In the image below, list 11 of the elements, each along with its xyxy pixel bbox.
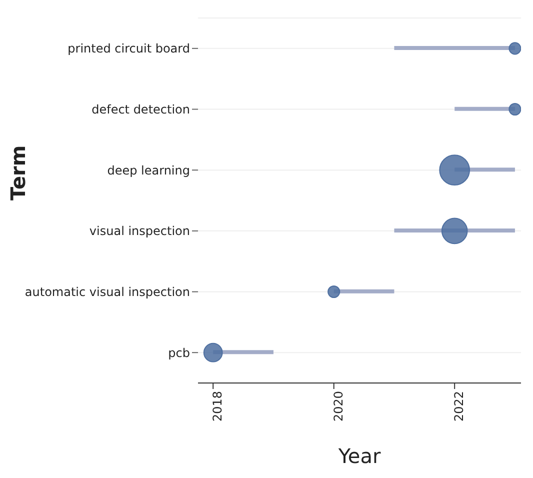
x-axis-title: Year [337,444,382,468]
y-tick-label: pcb [168,346,190,360]
x-tick-label: 2022 [452,391,466,422]
y-axis-title: Term [6,145,30,200]
y-tick-label: printed circuit board [68,42,190,56]
y-tick-label: defect detection [92,102,190,117]
y-tick-label: deep learning [107,163,190,178]
x-tick-label: 2018 [210,391,225,422]
y-tick-label: visual inspection [89,224,190,238]
x-tick-label: 2020 [331,391,346,422]
y-tick-label: automatic visual inspection [24,285,190,300]
